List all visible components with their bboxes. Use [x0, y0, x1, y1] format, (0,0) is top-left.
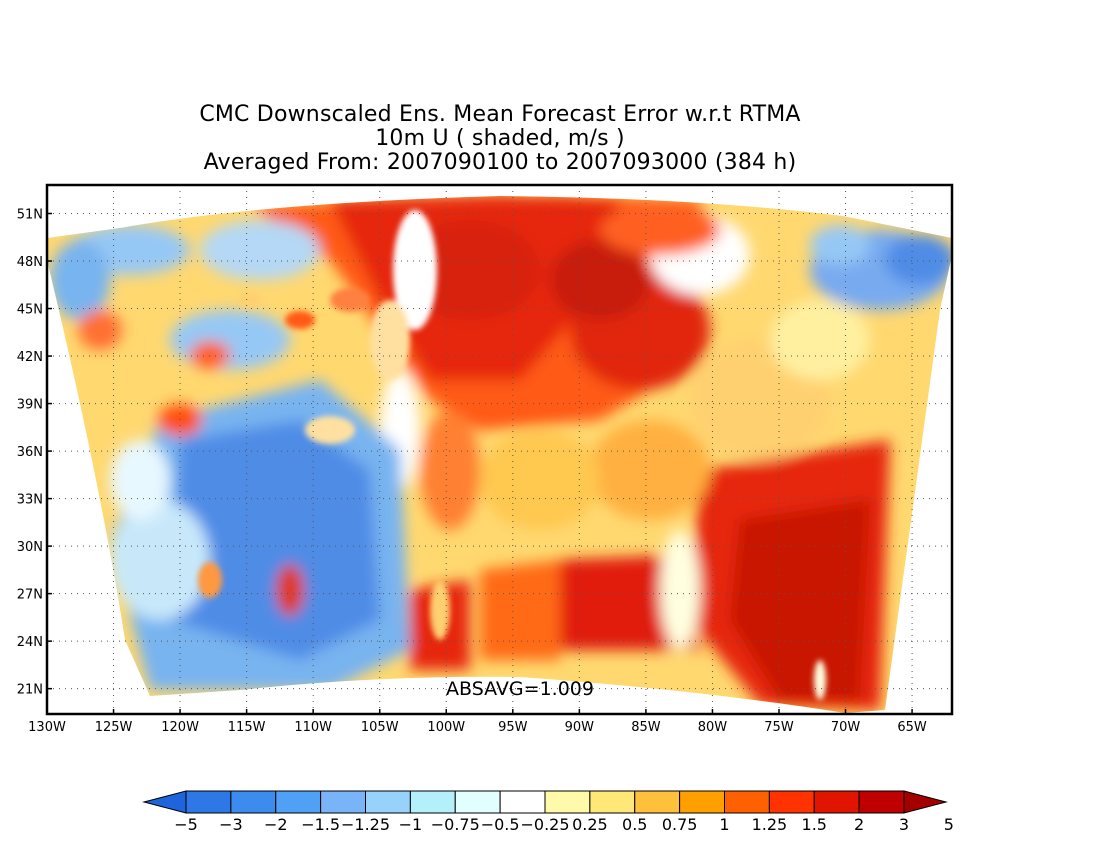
colorbar-swatch — [499, 790, 546, 814]
colorbar-label: 0.25 — [572, 815, 608, 834]
colorbar-label: 1.25 — [752, 815, 788, 834]
colorbar-swatch — [275, 790, 322, 814]
colorbar-swatch — [365, 790, 411, 814]
colorbar-label: −0.5 — [481, 815, 520, 834]
lat-lon-grid — [46, 185, 952, 714]
lat-tick-label: 27N — [17, 588, 43, 603]
longitude-labels: 130W 125W 120W 115W 110W 105W 100W 95W 90W 85W 80W… — [28, 709, 927, 735]
lat-tick-label: 51N — [17, 208, 43, 223]
lat-tick-label: 48N — [17, 255, 43, 270]
colorbar-swatch — [409, 790, 456, 814]
lon-tick-label: 120W — [161, 720, 199, 735]
lat-tick-label: 39N — [17, 398, 43, 413]
colorbar-label: 0.75 — [662, 815, 698, 834]
colorbar-swatch — [634, 790, 681, 814]
lat-tick-label: 42N — [17, 350, 43, 365]
lon-tick-label: 130W — [28, 720, 66, 735]
colorbar-swatch — [544, 790, 591, 814]
lon-tick-label: 125W — [95, 720, 133, 735]
lat-tick-label: 36N — [17, 445, 43, 460]
map-frame — [45, 183, 954, 716]
colorbar-label: 1 — [719, 815, 729, 834]
colorbar-label: −3 — [219, 815, 243, 834]
colorbar-label: −0.25 — [520, 815, 569, 834]
lon-tick-label: 70W — [831, 720, 861, 735]
chart-subtitle-period: Averaged From: 2007090100 to 2007093000 … — [203, 150, 797, 175]
colorbar-label: 3 — [899, 815, 909, 834]
colorbar-swatch — [679, 790, 725, 814]
colorbar-swatch — [858, 790, 905, 814]
colorbar: −5 −3 −2 −1.5 −1.25 −1 −0.75 −0.5 −0.25 0.25 0.5 0.… — [142, 790, 954, 834]
lat-tick-label: 33N — [17, 493, 43, 508]
lon-tick-label: 80W — [698, 720, 728, 735]
shaded-error-field — [47, 196, 952, 713]
lon-tick-label: 75W — [764, 720, 794, 735]
colorbar-label: −0.75 — [431, 815, 480, 834]
colorbar-swatch — [230, 790, 277, 814]
lon-tick-label: 85W — [631, 720, 661, 735]
colorbar-label: 0.5 — [622, 815, 647, 834]
colorbar-label: 1.5 — [802, 815, 827, 834]
absavg-annotation: ABSAVG=1.009 — [446, 678, 594, 700]
colorbar-swatch — [724, 790, 770, 814]
lat-tick-label: 45N — [17, 303, 43, 318]
colorbar-label: −5 — [174, 815, 198, 834]
colorbar-label: 5 — [944, 815, 954, 834]
colorbar-swatch — [320, 790, 366, 814]
colorbar-label: −1.25 — [341, 815, 390, 834]
lat-tick-label: 21N — [17, 683, 43, 698]
lon-tick-label: 100W — [427, 720, 465, 735]
lon-tick-label: 105W — [361, 720, 399, 735]
lon-tick-label: 95W — [498, 720, 528, 735]
lon-tick-label: 115W — [228, 720, 266, 735]
chart-title: CMC Downscaled Ens. Mean Forecast Error … — [199, 102, 801, 127]
colorbar-label: 2 — [854, 815, 864, 834]
colorbar-arrow-high — [903, 790, 948, 814]
colorbar-swatch — [185, 790, 232, 814]
lon-tick-label: 90W — [565, 720, 595, 735]
colorbar-swatch — [589, 790, 636, 814]
colorbar-swatch — [768, 790, 815, 814]
lon-tick-label: 65W — [897, 720, 927, 735]
latitude-labels: 21N 24N 27N 30N 33N 36N 39N 42N 45N 48N 51N — [17, 208, 52, 698]
colorbar-swatch — [454, 790, 501, 814]
lon-tick-label: 110W — [294, 720, 332, 735]
colorbar-label: −1.5 — [301, 815, 340, 834]
lat-tick-label: 24N — [17, 635, 43, 650]
colorbar-swatch — [813, 790, 860, 814]
lat-tick-label: 30N — [17, 540, 43, 555]
colorbar-arrow-low — [142, 790, 187, 814]
colorbar-label: −2 — [264, 815, 288, 834]
chart-subtitle-variable: 10m U ( shaded, m/s ) — [375, 126, 625, 151]
colorbar-label: −1 — [399, 815, 423, 834]
